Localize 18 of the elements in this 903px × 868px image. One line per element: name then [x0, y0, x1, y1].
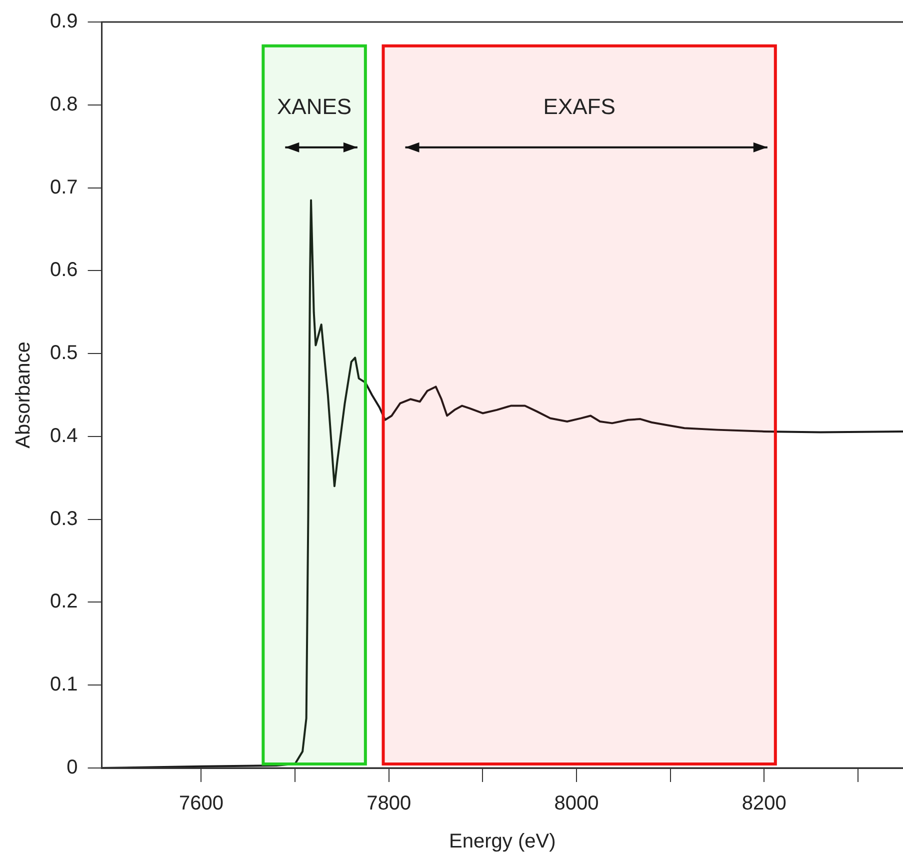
y-tick-label: 0.5 [50, 342, 78, 364]
y-tick-label: 0.1 [50, 674, 78, 696]
y-tick-label: 0.6 [50, 259, 78, 282]
band-label: XANES [277, 94, 352, 119]
x-tick-label: 8200 [742, 792, 786, 815]
x-tick-label: 7800 [366, 792, 412, 815]
y-tick-label: 0.8 [50, 93, 78, 116]
x-tick-label: 8000 [554, 792, 599, 815]
y-tick-label: 0.4 [50, 424, 78, 447]
y-tick-label: 0.2 [50, 590, 78, 613]
x-axis-title: Energy (eV) [449, 830, 556, 853]
y-tick-label: 0.7 [50, 176, 78, 198]
y-axis-title: Absorbance [12, 342, 35, 448]
y-tick-label: 0.3 [50, 508, 78, 530]
y-tick-label: 0.9 [50, 10, 78, 33]
x-tick-label: 7600 [179, 792, 224, 815]
band-label: EXAFS [543, 94, 616, 119]
y-tick-label: 0 [66, 756, 78, 779]
